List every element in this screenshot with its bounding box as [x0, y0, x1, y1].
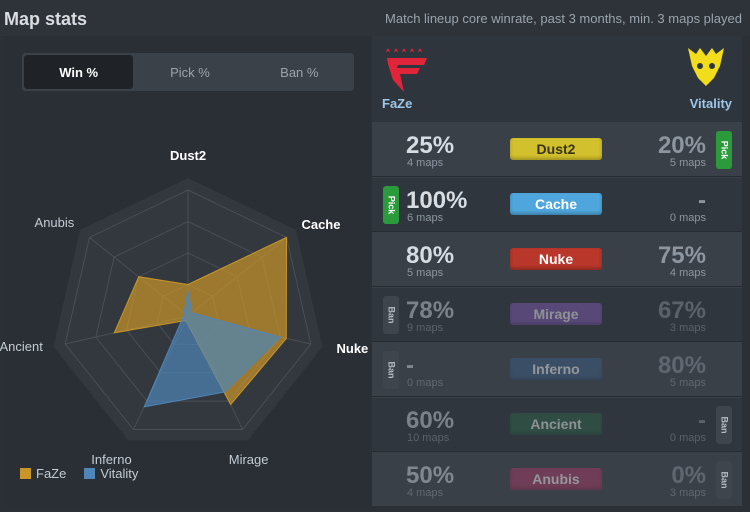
vitality-winrate: 20% — [657, 132, 706, 159]
tab-pick-pct[interactable]: Pick % — [170, 64, 210, 80]
map-button-dust2[interactable]: Dust2 — [510, 138, 602, 160]
team-name-faze[interactable]: FaZe — [382, 96, 413, 111]
badge-label: Pick — [386, 195, 397, 215]
badge-label: Ban — [386, 306, 397, 324]
radar-axis-label-dust2: Dust2 — [170, 148, 207, 163]
page-title: Map stats — [4, 9, 88, 29]
faze-winrate: 50% — [406, 462, 455, 489]
faze-maps-played: 0 maps — [407, 377, 444, 389]
vitality-winrate: 67% — [657, 297, 706, 324]
map-row-nuke: 80% 5 maps 75% 4 maps Nuke — [372, 232, 742, 286]
stat-tabs: Win % Pick % Ban % — [22, 53, 354, 91]
faze-winrate: 60% — [406, 407, 455, 434]
vitality-ban-badge: Ban — [716, 406, 732, 444]
faze-maps-played: 9 maps — [407, 322, 444, 334]
faze-maps-played: 6 maps — [407, 212, 444, 224]
vitality-maps-played: 3 maps — [669, 322, 706, 334]
map-row-mirage: 78% 9 maps 67% 3 maps Mirage Ban — [372, 287, 742, 341]
legend-label: FaZe — [36, 466, 67, 481]
legend-item-faze[interactable]: FaZe — [20, 466, 66, 481]
radar-axis-label-nuke: Nuke — [336, 341, 369, 357]
teams-header: FaZe Vitality — [372, 36, 742, 122]
faze-pick-badge: Pick — [383, 186, 399, 224]
faze-winrate: 80% — [406, 242, 455, 269]
legend-swatch-vitality — [84, 468, 96, 479]
vitality-maps-played: 0 maps — [669, 212, 706, 224]
vitality-winrate: - — [698, 187, 706, 214]
vitality-winrate: 75% — [657, 242, 706, 269]
faze-winrate: - — [406, 352, 414, 379]
badge-label: Ban — [719, 471, 730, 489]
map-row-anubis: 50% 4 maps 0% 3 maps Anubis Ban — [372, 452, 742, 506]
radar-axis-label-inferno: Inferno — [91, 452, 132, 468]
vitality-maps-played: 5 maps — [669, 157, 706, 169]
map-row-inferno: -0 maps 80% 5 maps Inferno Ban — [372, 342, 742, 396]
radar-axis-label-cache: Cache — [301, 216, 341, 232]
badge-label: Ban — [719, 416, 730, 434]
vitality-winrate: - — [698, 407, 706, 434]
radar-axis-label-anubis: Anubis — [34, 214, 75, 230]
legend-swatch-faze — [20, 468, 31, 479]
tab-win-pct[interactable]: Win % — [24, 55, 134, 89]
vitality-pick-badge: Pick — [716, 131, 732, 169]
radar-chart — [53, 178, 323, 441]
team-name-vitality[interactable]: Vitality — [689, 96, 732, 111]
header-bar: Map stats Match lineup core winrate, pas… — [0, 0, 750, 36]
radar-axis-label-ancient: Ancient — [0, 339, 43, 355]
faze-winrate: 100% — [406, 187, 468, 214]
vitality-maps-played: 3 maps — [669, 487, 706, 499]
map-button-cache[interactable]: Cache — [510, 193, 602, 215]
faze-ban-badge: Ban — [383, 296, 399, 334]
map-row-ancient: 60% 10 maps -0 maps Ancient Ban — [372, 397, 742, 451]
vitality-winrate: 80% — [657, 352, 706, 379]
chart-legend: FaZe Vitality — [20, 466, 138, 481]
faze-maps-played: 4 maps — [407, 157, 444, 169]
vitality-maps-played: 4 maps — [669, 267, 706, 279]
faze-maps-played: 4 maps — [407, 487, 444, 499]
page-subtitle: Match lineup core winrate, past 3 months… — [385, 11, 742, 26]
badge-label: Pick — [719, 140, 730, 160]
faze-winrate: 78% — [406, 297, 455, 324]
faze-maps-played: 10 maps — [407, 432, 450, 444]
faze-winrate: 25% — [406, 132, 455, 159]
legend-label: Vitality — [100, 466, 139, 481]
map-row-dust2: 25% 4 maps 20% 5 maps Dust2 Pick — [372, 122, 742, 176]
radar-series-vitality[interactable] — [143, 290, 282, 408]
radar-axis-label-mirage: Mirage — [228, 452, 269, 468]
badge-label: Ban — [386, 361, 397, 379]
vitality-maps-played: 0 maps — [669, 432, 706, 444]
map-button-nuke[interactable]: Nuke — [510, 248, 602, 270]
faze-logo-icon — [386, 48, 427, 92]
map-button-ancient[interactable]: Ancient — [510, 413, 602, 435]
faze-maps-played: 5 maps — [407, 267, 444, 279]
radar-grid-ring-4 — [64, 189, 312, 431]
vitality-ban-badge: Ban — [716, 461, 732, 499]
map-button-anubis[interactable]: Anubis — [510, 468, 602, 490]
map-row-cache: 100% 6 maps -0 maps Cache Pick — [372, 177, 742, 231]
legend-item-vitality[interactable]: Vitality — [84, 466, 138, 481]
vitality-maps-played: 5 maps — [669, 377, 706, 389]
map-button-inferno[interactable]: Inferno — [510, 358, 602, 380]
tab-ban-pct[interactable]: Ban % — [280, 64, 319, 80]
vitality-winrate: 0% — [671, 462, 706, 489]
vitality-logo-icon — [688, 48, 724, 86]
map-button-mirage[interactable]: Mirage — [510, 303, 602, 325]
faze-ban-badge: Ban — [383, 351, 399, 389]
